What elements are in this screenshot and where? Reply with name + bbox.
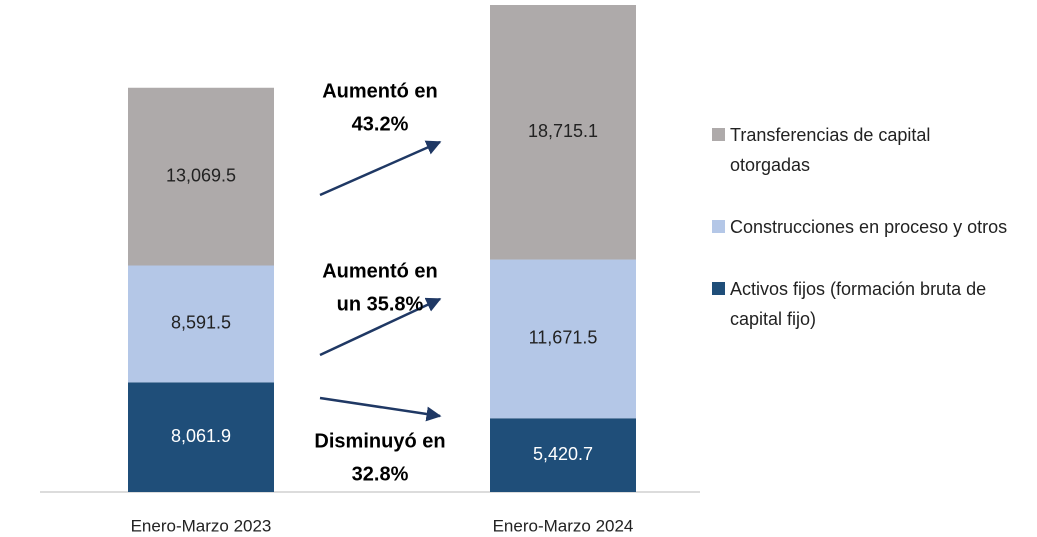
bar-segment [128, 87, 274, 266]
bar-segment [490, 259, 636, 419]
legend: Transferencias de capital otorgadas Const… [712, 120, 1012, 366]
bar-segment [128, 382, 274, 492]
legend-swatch [712, 220, 725, 233]
arrow [319, 396, 442, 422]
annotation: Aumentó en [322, 80, 438, 102]
legend-label: Activos fijos (formación bruta de capita… [730, 279, 987, 329]
bar-segment [490, 418, 636, 492]
bar-segment [128, 265, 274, 383]
annotation: Aumentó en [322, 260, 438, 282]
legend-swatch [712, 128, 725, 141]
annotation: 43.2% [352, 113, 409, 135]
arrow [319, 140, 442, 197]
annotation: 32.8% [352, 463, 409, 485]
legend-label: Transferencias de capital otorgadas [730, 125, 931, 175]
legend-item: Activos fijos (formación bruta de capita… [712, 274, 1012, 334]
arrow [319, 297, 442, 357]
value-label: 8,591.5 [171, 313, 231, 333]
x-tick-label: Enero-Marzo 2023 [131, 516, 272, 535]
legend-item: Construcciones en proceso y otros [712, 212, 1012, 242]
legend-swatch [712, 282, 725, 295]
x-tick-label: Enero-Marzo 2024 [493, 516, 634, 535]
value-label: 18,715.1 [528, 121, 598, 141]
value-label: 11,671.5 [529, 328, 598, 348]
legend-label: Construcciones en proceso y otros [730, 217, 1008, 237]
value-label: 13,069.5 [166, 165, 236, 185]
annotation: un 35.8% [337, 293, 424, 315]
legend-item: Transferencias de capital otorgadas [712, 120, 1012, 180]
value-label: 8,061.9 [171, 426, 231, 446]
value-label: 5,420.7 [533, 444, 593, 464]
annotation: Disminuyó en [314, 430, 445, 452]
bar-segment [490, 5, 636, 260]
